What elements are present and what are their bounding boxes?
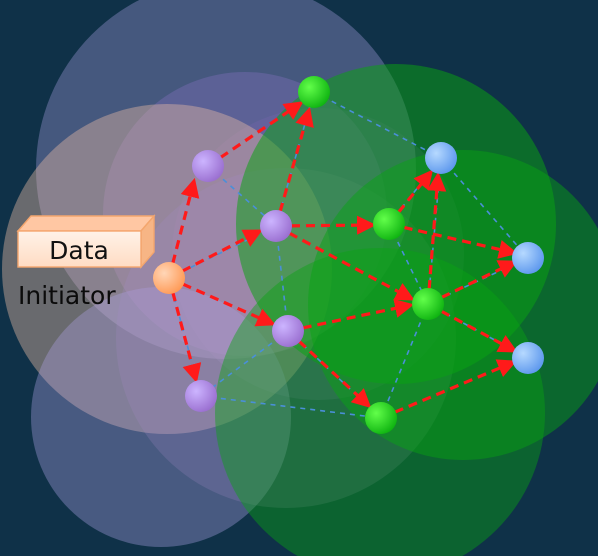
blue-node-right <box>512 242 544 274</box>
purple-node-lower <box>272 315 304 347</box>
green-node-bottom <box>365 402 397 434</box>
purple-node-center <box>260 210 292 242</box>
data-label-box: Data <box>16 214 156 269</box>
network-nodes <box>153 76 544 434</box>
initiator-node <box>153 262 185 294</box>
green-node-center <box>373 208 405 240</box>
label-data: Data <box>49 236 109 265</box>
broadcast-arrows <box>167 101 519 420</box>
green-node-right <box>412 288 444 320</box>
green-node-top <box>298 76 330 108</box>
coverage-circle-lower-left <box>31 287 291 547</box>
blue-node-top <box>425 142 457 174</box>
label-initiator: Initiator <box>18 281 116 310</box>
purple-node-top <box>192 150 224 182</box>
blue-node-bottom <box>512 342 544 374</box>
purple-node-bottom <box>185 380 217 412</box>
